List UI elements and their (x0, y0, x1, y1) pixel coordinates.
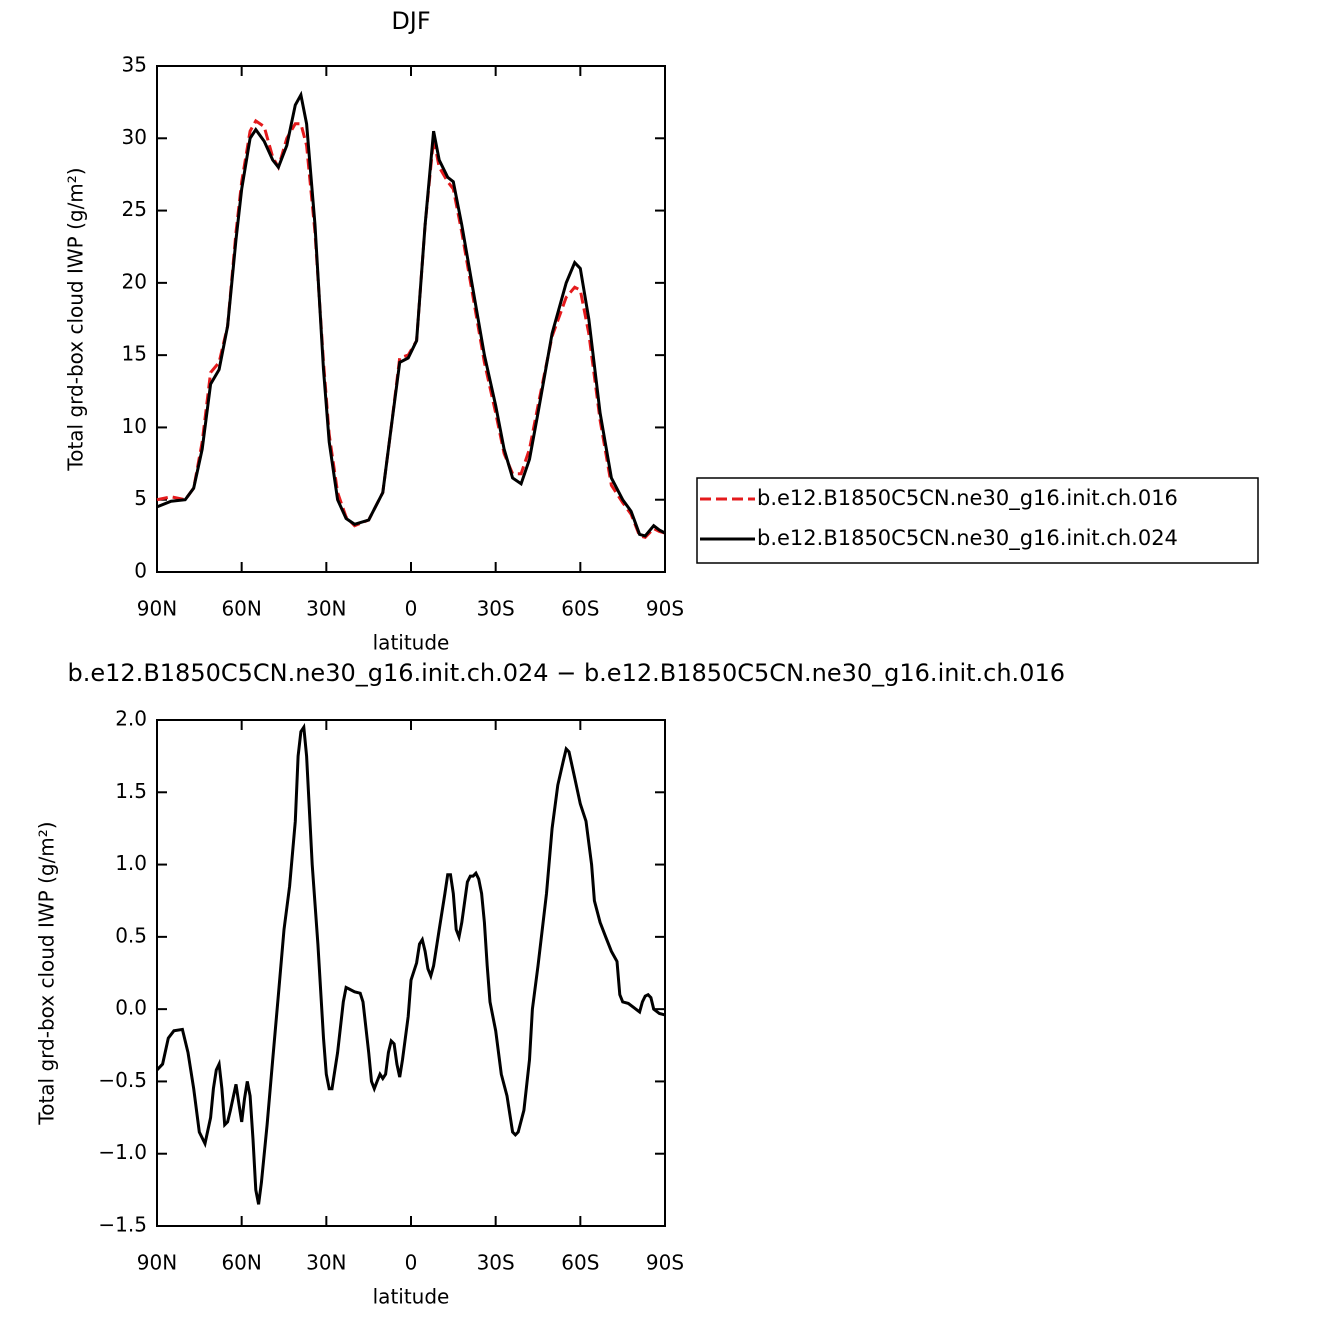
x-tick-label: 90N (137, 1251, 177, 1275)
legend-label: b.e12.B1850C5CN.ne30_g16.init.ch.024 (757, 526, 1178, 551)
y-tick-label: −0.5 (98, 1068, 147, 1092)
y-tick-label: 1.5 (115, 779, 147, 803)
x-tick-label: 30N (306, 597, 346, 621)
y-tick-label: 15 (122, 342, 147, 366)
x-tick-label: 60S (561, 1251, 599, 1275)
y-tick-label: 10 (122, 414, 147, 438)
x-tick-label: 60N (221, 1251, 261, 1275)
y-tick-label: 5 (134, 486, 147, 510)
y-tick-label: 0.0 (115, 996, 147, 1020)
y-tick-label: 0.5 (115, 923, 147, 947)
x-tick-label: 0 (405, 597, 418, 621)
y-axis-label: Total grd-box cloud IWP (g/m²) (35, 821, 59, 1125)
y-tick-label: 20 (122, 269, 147, 293)
x-tick-label: 30S (477, 597, 515, 621)
x-tick-label: 60N (221, 597, 261, 621)
x-tick-label: 30N (306, 1251, 346, 1275)
plot-frame (156, 719, 666, 1227)
x-axis-label: latitude (373, 1285, 450, 1309)
y-tick-label: −1.0 (98, 1140, 147, 1164)
data-line (156, 90, 666, 538)
legend-label: b.e12.B1850C5CN.ne30_g16.init.ch.016 (757, 486, 1178, 511)
chart-title: b.e12.B1850C5CN.ne30_g16.init.ch.024 − b… (68, 659, 1065, 687)
y-tick-label: 35 (122, 53, 147, 77)
y-axis-label: Total grd-box cloud IWP (g/m²) (64, 167, 88, 471)
x-axis-label: latitude (373, 631, 450, 655)
y-tick-label: −1.5 (98, 1213, 147, 1237)
y-tick-label: 2.0 (115, 707, 147, 731)
y-tick-label: 0 (134, 559, 147, 583)
x-tick-label: 90S (646, 597, 684, 621)
x-tick-label: 0 (405, 1251, 418, 1275)
x-tick-label: 90N (137, 597, 177, 621)
x-tick-label: 60S (561, 597, 599, 621)
y-tick-label: 30 (122, 125, 147, 149)
data-line (155, 722, 666, 1205)
y-tick-label: 1.0 (115, 851, 147, 875)
x-tick-label: 30S (477, 1251, 515, 1275)
legend-box (696, 477, 1259, 564)
x-tick-label: 90S (646, 1251, 684, 1275)
chart-title: DJF (391, 7, 430, 35)
y-tick-label: 25 (122, 197, 147, 221)
